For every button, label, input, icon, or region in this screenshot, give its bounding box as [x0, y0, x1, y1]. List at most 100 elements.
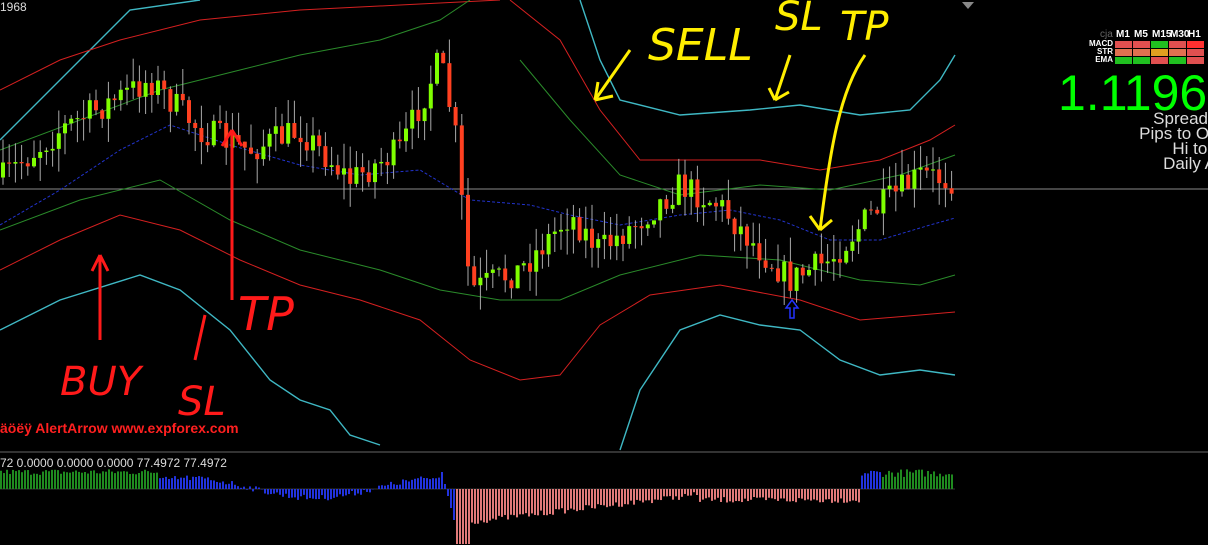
candle-body: [757, 243, 762, 261]
histogram: [0, 469, 953, 544]
candle-body: [614, 235, 619, 247]
buy-arrows: [90, 129, 244, 361]
candle-body: [825, 261, 830, 264]
candle-body: [509, 280, 514, 289]
candle-body: [738, 226, 743, 235]
candle-body: [596, 239, 601, 248]
candle-body: [25, 163, 30, 167]
candle-body: [645, 224, 650, 229]
candle-body: [397, 139, 402, 142]
signal-cell: [1187, 57, 1204, 64]
candle-body: [459, 125, 464, 195]
candle-body: [38, 152, 43, 158]
candle-body: [807, 269, 811, 276]
candle-body: [69, 118, 74, 124]
candle-body: [447, 63, 452, 108]
candle-body: [794, 267, 799, 291]
candle-body: [602, 234, 607, 240]
info-line: Pips to Ope: [1139, 124, 1208, 143]
band-mid-upper: [519, 59, 956, 196]
candle-body: [652, 220, 656, 225]
candle-body: [670, 204, 675, 209]
candle-body: [732, 218, 737, 235]
candle-body: [249, 147, 253, 154]
candle-body: [745, 226, 749, 246]
info-line: Daily A: [1163, 154, 1208, 173]
candle-body: [912, 169, 917, 189]
annotation-sell: SELL: [648, 20, 753, 71]
candle-body: [528, 263, 532, 272]
signal-cell: [1133, 57, 1150, 64]
candle-body: [720, 200, 725, 207]
candle-body: [242, 141, 247, 148]
band-upper: [0, 0, 501, 91]
candle-body: [726, 200, 731, 219]
band-outer-lower: [619, 314, 956, 451]
signal-cell: [1115, 49, 1132, 56]
candle-body: [943, 183, 948, 189]
candle-body: [174, 93, 179, 112]
candle-body: [497, 268, 501, 270]
candle-body: [862, 209, 867, 230]
signal-cell: [1115, 41, 1132, 48]
candle-body: [831, 259, 836, 262]
candle-body: [689, 179, 694, 197]
candle-body: [118, 89, 123, 101]
timeframe-label: M30: [1170, 29, 1190, 40]
candle-body: [875, 209, 880, 214]
candle-body: [608, 234, 613, 247]
candle-body: [800, 267, 805, 276]
candle-body: [162, 80, 167, 90]
candle-body: [924, 167, 929, 171]
candle-body: [137, 81, 142, 97]
candle-body: [769, 267, 774, 269]
candle-body: [788, 261, 793, 291]
candle-body: [317, 135, 322, 147]
annotation-buy-sl: SL: [178, 379, 226, 425]
candle-body: [850, 241, 855, 251]
candle-body: [664, 199, 669, 209]
candle-body: [521, 263, 526, 266]
candle-body: [63, 123, 67, 134]
candle-body: [856, 229, 861, 242]
timeframe-label: M1: [1116, 29, 1130, 40]
info-line: Spread: [1153, 109, 1208, 128]
candle-body: [323, 146, 328, 168]
candle-body: [273, 126, 278, 134]
candle-body: [87, 100, 92, 119]
candle-body: [503, 268, 508, 281]
timeframe-label: M15: [1152, 29, 1172, 40]
candle-body: [813, 253, 818, 270]
candle-body: [373, 163, 377, 183]
band-mid-upper: [0, 0, 471, 151]
candle-body: [658, 199, 663, 221]
timeframe-label: M5: [1134, 29, 1148, 40]
candle-body: [7, 162, 12, 164]
candle-body: [81, 118, 86, 120]
candle-body: [292, 123, 297, 138]
candle-body: [149, 82, 154, 95]
signal-cell: [1115, 57, 1132, 64]
candle-body: [106, 98, 111, 119]
candle-body: [583, 228, 588, 241]
candle-body: [441, 52, 446, 64]
candle-body: [404, 128, 408, 142]
band-lower: [0, 214, 956, 381]
candle-body: [695, 179, 700, 208]
candle-body: [906, 174, 911, 189]
signal-cell: [1187, 41, 1204, 48]
candle-body: [435, 52, 439, 84]
candle-body: [782, 261, 787, 282]
candle-body: [379, 161, 384, 164]
candle-body: [881, 189, 886, 214]
candle-body: [428, 83, 433, 109]
candle-body: [776, 268, 780, 282]
candle-body: [329, 165, 334, 168]
candle-body: [484, 272, 489, 278]
candle-body: [540, 250, 545, 255]
candle-body: [94, 100, 98, 111]
candle-body: [676, 174, 681, 205]
